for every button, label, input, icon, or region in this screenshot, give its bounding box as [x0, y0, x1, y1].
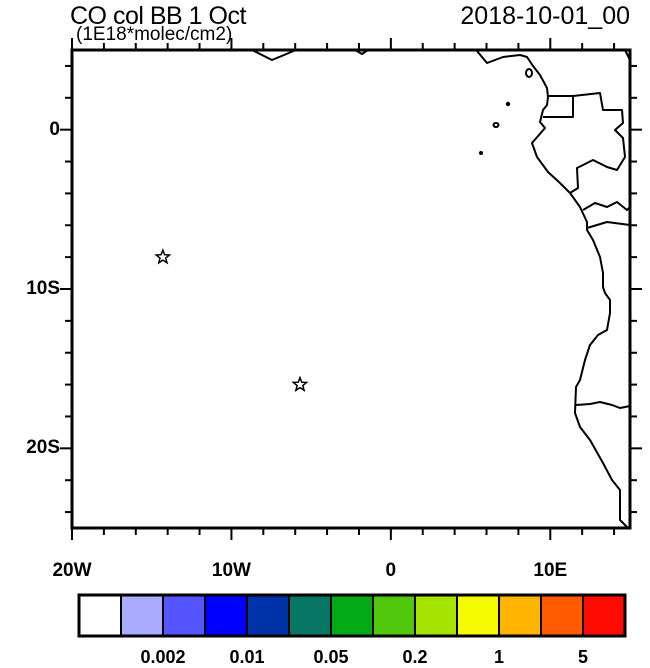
island	[479, 151, 483, 155]
colorbar-box	[540, 594, 584, 637]
lat-label: 0	[49, 118, 60, 140]
colorbar-box	[246, 594, 290, 637]
lat-label: 10S	[26, 278, 60, 299]
island-bioko	[525, 68, 533, 78]
border	[586, 221, 631, 229]
colorbar-box	[498, 594, 542, 637]
units-label: (1E18*molec/cm2)	[76, 24, 233, 45]
colorbar-label: 0.05	[313, 647, 349, 667]
colorbar-label: 0.01	[229, 647, 265, 667]
colorbar-box	[456, 594, 500, 637]
border	[543, 95, 574, 118]
border	[569, 92, 626, 194]
island	[505, 101, 511, 107]
colorbar-box	[120, 594, 164, 637]
border	[575, 401, 631, 409]
lon-label: 10E	[533, 560, 568, 581]
lat-label: 20S	[26, 437, 60, 459]
axis-ticks	[60, 38, 642, 540]
map-frame	[70, 48, 632, 530]
colorbar-box	[582, 594, 626, 637]
island-sao-tome	[492, 122, 500, 128]
colorbar-label: 5	[577, 647, 589, 667]
lon-label: 10W	[211, 560, 251, 581]
colorbar-box	[288, 594, 332, 637]
lon-label: 0	[385, 560, 397, 581]
colorbar-label: 1	[493, 647, 505, 667]
coastline	[251, 49, 297, 61]
star-icon	[291, 375, 309, 393]
colorbar	[77, 593, 627, 638]
colorbar-box	[330, 594, 374, 637]
plot-title: CO col BB 1 Oct	[70, 2, 246, 30]
coastline-africa	[476, 50, 629, 529]
coastlines	[251, 49, 631, 529]
colorbar-label: 0.2	[402, 647, 428, 667]
star-icon	[154, 247, 172, 265]
lon-label: 20W	[52, 560, 92, 581]
colorbar-box	[162, 594, 206, 637]
colorbar-box	[372, 594, 416, 637]
datetime-label: 2018-10-01_00	[460, 2, 630, 30]
colorbar-label: 0.002	[140, 647, 186, 667]
border	[582, 201, 631, 211]
colorbar-frame	[77, 593, 627, 638]
colorbar-box	[204, 594, 248, 637]
colorbar-box	[78, 594, 122, 637]
colorbar-box	[414, 594, 458, 637]
